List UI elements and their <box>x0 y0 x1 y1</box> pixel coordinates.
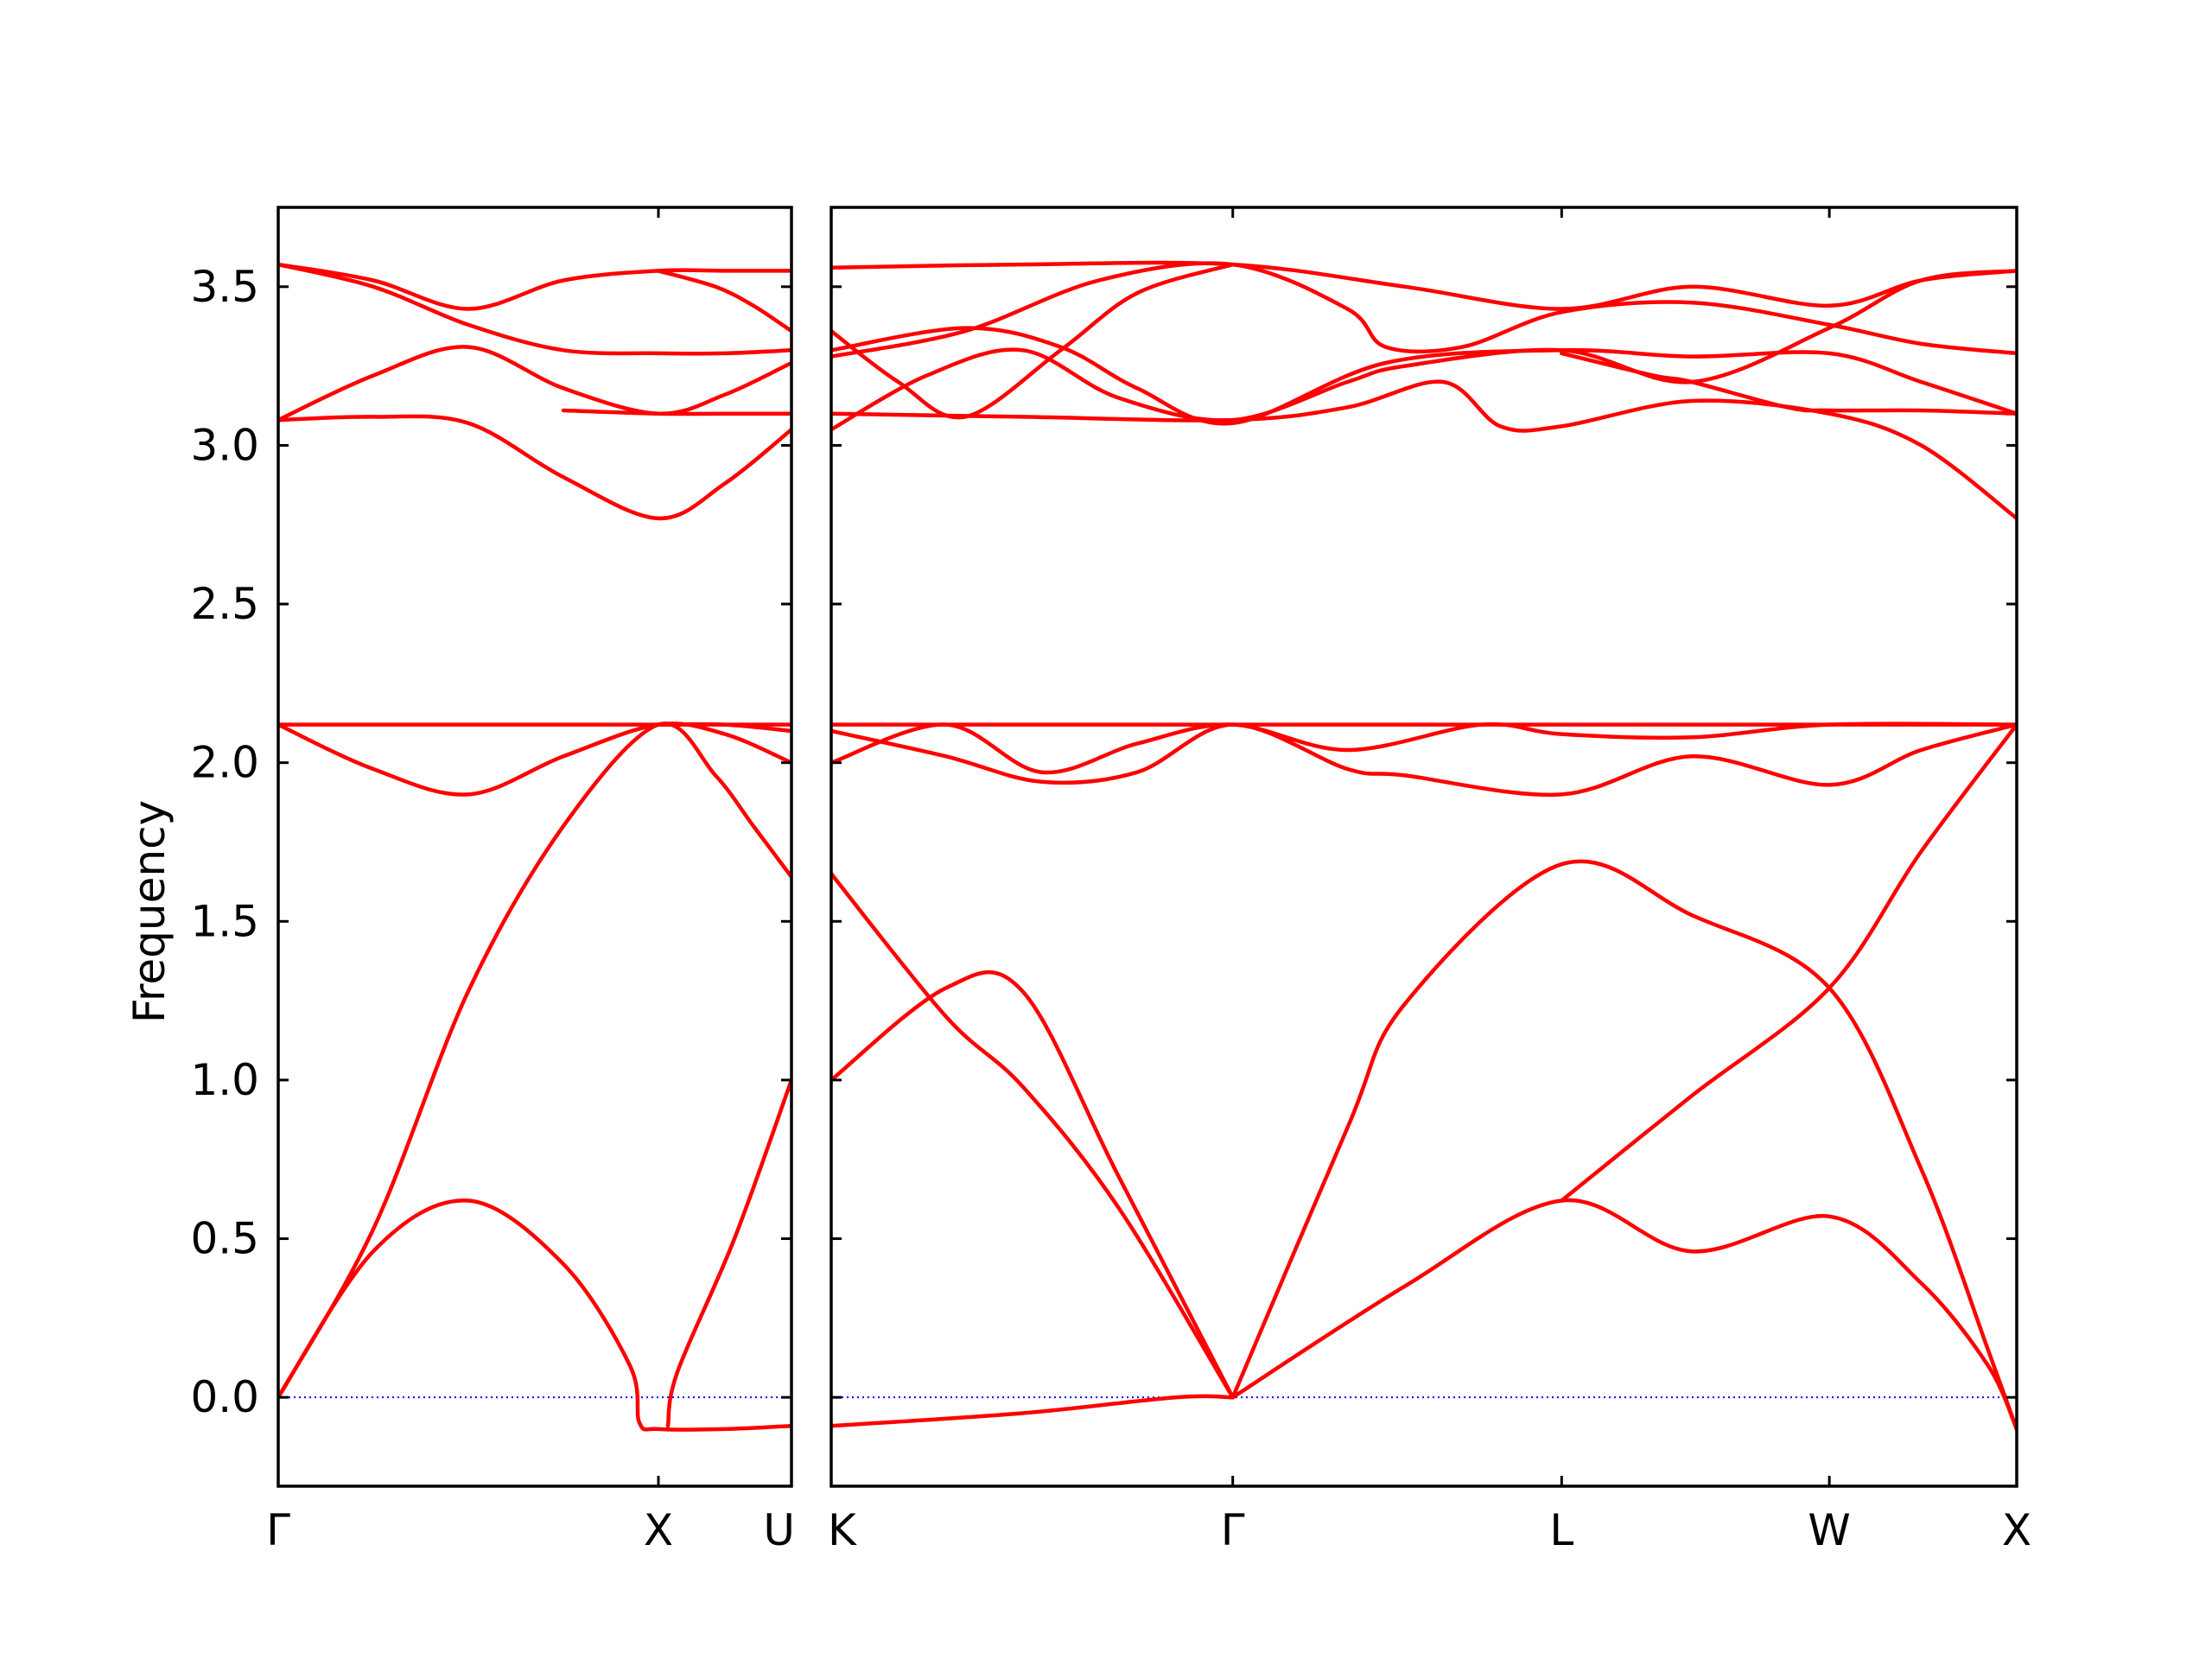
plot-frame <box>830 206 2018 1488</box>
y-tick-labels: 0.0 0.5 1.0 1.5 2.0 2.5 3.0 3.5 <box>190 262 259 1422</box>
band-line <box>831 1394 1235 1428</box>
band-line <box>665 1077 791 1428</box>
x-tick-label: Γ <box>1221 1505 1245 1555</box>
band-line <box>278 262 791 311</box>
y-tick-label: 0.0 <box>190 1372 259 1422</box>
band-line <box>278 721 791 1400</box>
band-line <box>1560 351 2017 416</box>
band-line <box>831 379 2017 521</box>
y-tick-label: 2.0 <box>190 738 259 788</box>
y-tick-label: 2.5 <box>190 579 259 629</box>
x-tick-label: X <box>2002 1505 2031 1555</box>
y-tick-label: 1.0 <box>190 1055 259 1105</box>
band-line <box>1230 859 2017 1432</box>
band-line <box>831 326 2017 426</box>
x-tick-label: Γ <box>266 1505 290 1555</box>
y-tick-label: 0.5 <box>190 1214 259 1264</box>
band-line <box>831 269 2017 432</box>
band-line <box>1230 1198 2017 1432</box>
plot-frame <box>276 206 793 1488</box>
band-line <box>831 261 2017 359</box>
band-line <box>656 269 791 334</box>
band-line <box>831 871 1235 1400</box>
band-line <box>831 262 1235 420</box>
band-series-group <box>831 260 2017 1432</box>
band-line <box>561 408 791 416</box>
x-tick-label: W <box>1808 1505 1850 1555</box>
y-tick-label: 3.0 <box>190 420 259 470</box>
band-series-group <box>278 262 791 1432</box>
band-line <box>278 345 791 423</box>
y-axis-title: Frequency <box>124 800 175 1023</box>
band-line <box>278 414 791 521</box>
x-tick-label: L <box>1549 1505 1573 1555</box>
band-line <box>1560 722 2017 1203</box>
x-tick-label: X <box>644 1505 673 1555</box>
band-line <box>831 260 2017 311</box>
x-tick-label: K <box>828 1505 857 1555</box>
band-line <box>831 721 2017 775</box>
band-line <box>831 722 2017 798</box>
y-tick-label: 1.5 <box>190 896 259 946</box>
y-tick-label: 3.5 <box>190 262 259 312</box>
band-line <box>278 721 791 797</box>
band-line <box>278 262 791 356</box>
band-line <box>278 1198 791 1432</box>
band-line <box>831 969 1235 1400</box>
x-tick-label: U <box>763 1505 795 1555</box>
